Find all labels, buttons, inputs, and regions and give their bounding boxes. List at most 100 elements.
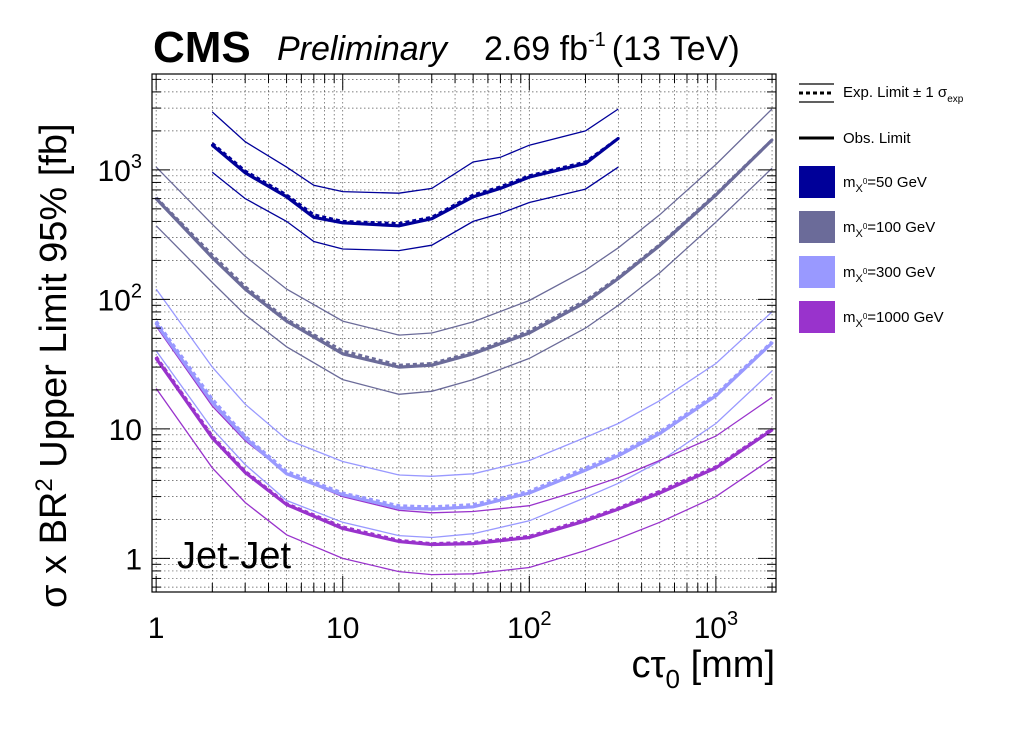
legend-mass-sub: X xyxy=(856,183,864,195)
series-1-expected-minus-1sigma xyxy=(211,166,619,252)
series-3-point xyxy=(471,505,475,509)
series-4-point xyxy=(658,491,662,495)
y-tick-label: 1 xyxy=(125,543,142,576)
legend-series-name: =1000 GeV xyxy=(867,309,943,326)
series-3-point xyxy=(770,341,774,345)
legend-mass-sub: X xyxy=(856,273,864,285)
y-tick-label-exp: 3 xyxy=(131,151,142,173)
y-axis-title-main: σ x BR xyxy=(33,492,75,608)
legend-mass-sup: 0 xyxy=(863,177,868,186)
series-2-point xyxy=(527,331,531,335)
legend-series-name: =300 GeV xyxy=(867,264,935,281)
y-tick-label: 103 xyxy=(98,151,143,188)
series-4-point xyxy=(584,519,587,523)
series-3-point xyxy=(397,506,401,510)
legend-series-name: =50 GeV xyxy=(867,174,927,191)
series-2-point xyxy=(471,352,475,356)
y-tick-label-base: 10 xyxy=(98,155,131,188)
series-3-point xyxy=(527,491,531,495)
legend-swatch xyxy=(799,211,835,243)
series-2-point xyxy=(285,319,288,323)
series-4-point xyxy=(243,471,247,474)
legend-series-label: mX0=1000 GeV xyxy=(843,309,944,330)
y-axis-title-sup: 2 xyxy=(31,478,58,491)
series-1-point xyxy=(397,224,401,228)
y-axis-title-rest: Upper Limit 95% [fb] xyxy=(33,123,75,478)
x-axis-title-unit: [mm] xyxy=(680,644,775,686)
legend-expected-sub: exp xyxy=(947,94,964,105)
x-tick-label: 10 xyxy=(326,612,359,645)
legend-mass-sub: X xyxy=(856,228,864,240)
x-tick-label-base: 10 xyxy=(507,612,540,645)
series-2-point xyxy=(397,365,401,369)
energy-label: (13 TeV) xyxy=(612,30,740,68)
legend-mass-sub: X xyxy=(856,318,864,330)
x-tick-label: 102 xyxy=(507,608,552,645)
series-4-point xyxy=(210,436,214,440)
limit-lines xyxy=(154,137,774,547)
channel-annotation: Jet-Jet xyxy=(177,535,291,577)
series-3-point xyxy=(210,401,214,404)
series-4-point xyxy=(527,536,531,539)
legend-entry-series-4: mX0=1000 GeV xyxy=(799,301,944,333)
x-axis-title-sub: 0 xyxy=(666,664,680,694)
legend-series-label: mX0=100 GeV xyxy=(843,219,935,240)
series-1-point xyxy=(430,217,434,221)
legend-swatch xyxy=(799,301,835,333)
series-4-point xyxy=(430,543,434,546)
series-3-expected-minus-1sigma xyxy=(155,350,773,539)
series-4-point xyxy=(714,466,718,470)
legend-mass-sup: 0 xyxy=(863,267,868,276)
legend-swatch xyxy=(799,166,835,198)
lumi-value: 2.69 fb xyxy=(484,30,588,68)
x-tick-label: 1 xyxy=(148,612,165,645)
series-3-point xyxy=(285,472,288,476)
series-2-point xyxy=(430,363,434,367)
series-4-point xyxy=(397,540,401,543)
legend-expected-text: Exp. Limit ± 1 σ xyxy=(843,84,948,101)
series-3-point xyxy=(243,436,247,440)
series-2-point xyxy=(243,287,247,291)
legend: Exp. Limit ± 1 σexp Obs. Limit mX0=50 Ge… xyxy=(799,83,964,333)
series-1-point xyxy=(471,195,475,199)
series-2-expected-plus-1sigma xyxy=(155,108,773,336)
series-1-point xyxy=(584,162,587,165)
y-tick-label-exp: 2 xyxy=(131,280,142,302)
series-2-point xyxy=(616,277,620,280)
legend-mass-prefix: m xyxy=(843,219,856,236)
series-2-expected-minus-1sigma xyxy=(155,167,773,395)
series-1-point xyxy=(312,215,316,219)
series-4-point xyxy=(285,503,288,507)
series-1-point xyxy=(243,171,247,175)
x-tick-label-base: 1 xyxy=(148,612,165,645)
series-1-expected-plus-1sigma xyxy=(211,108,619,194)
series-3-point xyxy=(584,468,587,472)
expected-bands xyxy=(155,108,773,576)
series-3-observed-limit xyxy=(154,322,774,511)
series-4-point xyxy=(471,542,475,546)
legend-entry-expected: Exp. Limit ± 1 σexp xyxy=(799,83,964,105)
y-axis-title: σ x BR2 Upper Limit 95% [fb] xyxy=(31,123,75,608)
series-4-expected-plus-1sigma xyxy=(155,325,773,514)
legend-mass-prefix: m xyxy=(843,264,856,281)
legend-observed-label: Obs. Limit xyxy=(843,130,911,147)
experiment-label: CMS xyxy=(153,23,251,72)
series-1-point xyxy=(210,143,214,147)
series-1-point xyxy=(527,175,531,179)
legend-mass-sup: 0 xyxy=(863,222,868,231)
series-2-point xyxy=(210,256,214,260)
legend-expected-label: Exp. Limit ± 1 σexp xyxy=(843,84,964,105)
status-label: Preliminary xyxy=(277,30,449,68)
y-tick-label: 102 xyxy=(98,280,143,317)
legend-entry-series-3: mX0=300 GeV xyxy=(799,256,935,288)
y-tick-label-base: 10 xyxy=(98,284,131,317)
series-2-point xyxy=(341,352,345,356)
series-2-point xyxy=(714,193,718,197)
lumi-exponent: -1 xyxy=(588,29,606,51)
y-tick-label: 10 xyxy=(109,414,142,447)
x-tick-label-exp: 2 xyxy=(540,608,551,630)
y-tick-label-base: 10 xyxy=(109,414,142,447)
legend-entry-observed: Obs. Limit xyxy=(799,130,911,147)
series-2-point xyxy=(770,138,774,142)
